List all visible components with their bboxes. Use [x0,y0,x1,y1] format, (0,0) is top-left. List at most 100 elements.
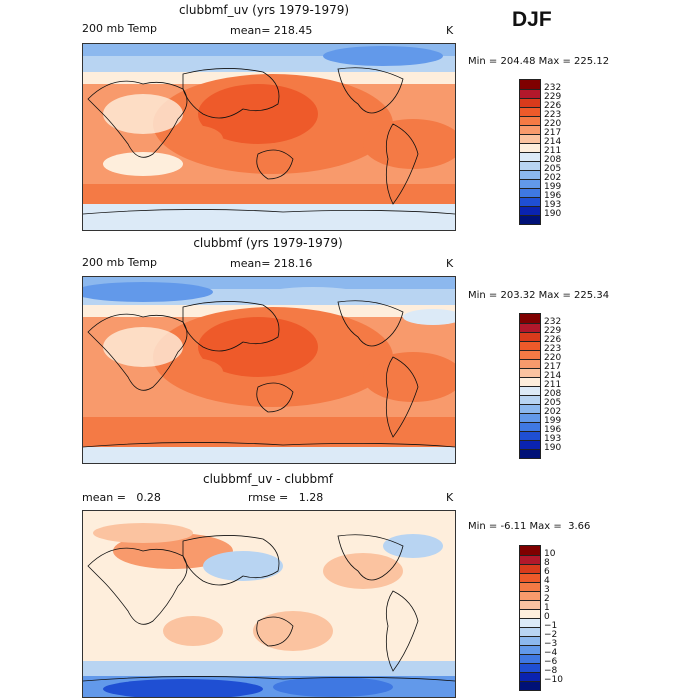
panel-1-title: clubbmf_uv (yrs 1979-1979) [178,3,350,17]
colorbar-swatch [520,555,540,564]
colorbar-label: 220 [544,353,562,363]
colorbar-label: 223 [544,344,562,354]
colorbar-label: 199 [544,416,562,426]
colorbar-swatch [520,116,540,125]
colorbar-swatch [520,188,540,197]
panel-1-right-label: K [446,24,454,37]
colorbar-swatch [520,143,540,152]
colorbar-swatch [520,377,540,386]
colorbar-label: 211 [544,380,562,390]
panel-2-map [82,276,456,464]
colorbar-swatch [520,564,540,573]
colorbar-swatch [520,170,540,179]
colorbar-label: 211 [544,146,562,156]
colorbar-label: −6 [544,657,558,667]
colorbar-swatch [520,359,540,368]
season-label: DJF [512,8,552,31]
colorbar-label: 214 [544,371,562,381]
colorbar-swatch [520,404,540,413]
colorbar-swatch [520,413,540,422]
panel-2-title: clubbmf (yrs 1979-1979) [193,236,343,250]
colorbar-swatch [520,618,540,627]
colorbar-swatch [520,681,540,690]
colorbar-label: −10 [544,675,563,685]
colorbar-label: 193 [544,434,562,444]
colorbar-label: 232 [544,83,562,93]
colorbar-swatch [520,134,540,143]
colorbar-label: 208 [544,389,562,399]
colorbar-swatch [520,350,540,359]
colorbar-swatch [520,663,540,672]
colorbar-label: 196 [544,425,562,435]
colorbar-swatch [520,645,540,654]
colorbar-label: 226 [544,335,562,345]
panel-2-right-label: K [446,257,454,270]
colorbar-label: 2 [544,594,550,604]
colorbar-swatch [520,215,540,224]
colorbar-swatch [520,368,540,377]
colorbar-label: 10 [544,549,556,559]
colorbar-label: 1 [544,603,550,613]
colorbar-swatch [520,440,540,449]
colorbar-swatch [520,672,540,681]
colorbar-label: −8 [544,666,558,676]
colorbar-label: 208 [544,155,562,165]
colorbar-swatch [520,332,540,341]
colorbar-swatch [520,341,540,350]
panel-2-colorbar [519,313,541,459]
colorbar-label: 205 [544,398,562,408]
colorbar-label: 223 [544,110,562,120]
colorbar-label: 229 [544,326,562,336]
colorbar-label: −2 [544,630,558,640]
panel-3-title: clubbmf_uv - clubbmf [202,472,334,486]
colorbar-swatch [520,609,540,618]
colorbar-label: −4 [544,648,558,658]
panel-2-center-label: mean= 218.16 [230,257,313,270]
colorbar-swatch [520,449,540,458]
panel-3-map [82,510,456,698]
colorbar-label: −3 [544,639,558,649]
panel-3-left-label: mean = 0.28 [82,491,161,504]
colorbar-swatch [520,161,540,170]
colorbar-swatch [520,125,540,134]
colorbar-swatch [520,314,540,323]
colorbar-label: 190 [544,209,562,219]
panel-3-center-label: rmse = 1.28 [248,491,324,504]
colorbar-label: 193 [544,200,562,210]
colorbar-swatch [520,422,540,431]
colorbar-swatch [520,600,540,609]
colorbar-swatch [520,573,540,582]
colorbar-swatch [520,206,540,215]
panel-1-colorbar [519,79,541,225]
colorbar-label: 8 [544,558,550,568]
colorbar-swatch [520,386,540,395]
colorbar-label: 0 [544,612,550,622]
colorbar-swatch [520,636,540,645]
colorbar-swatch [520,591,540,600]
colorbar-label: 226 [544,101,562,111]
colorbar-label: −1 [544,621,558,631]
colorbar-swatch [520,80,540,89]
panel-1-left-label: 200 mb Temp [82,22,158,35]
panel-1-min-max: Min = 204.48 Max = 225.12 [468,56,610,67]
colorbar-label: 199 [544,182,562,192]
colorbar-label: 205 [544,164,562,174]
colorbar-swatch [520,98,540,107]
colorbar-swatch [520,395,540,404]
colorbar-swatch [520,179,540,188]
panel-1-center-label: mean= 218.45 [230,24,313,37]
colorbar-swatch [520,627,540,636]
colorbar-label: 6 [544,567,550,577]
colorbar-label: 217 [544,128,562,138]
panel-1-map [82,43,456,231]
colorbar-swatch [520,654,540,663]
panel-3-right-label: K [446,491,454,504]
panel-3-min-max: Min = -6.11 Max = 3.66 [468,521,591,532]
colorbar-swatch [520,152,540,161]
colorbar-label: 214 [544,137,562,147]
colorbar-swatch [520,323,540,332]
colorbar-label: 202 [544,407,562,417]
colorbar-swatch [520,546,540,555]
colorbar-swatch [520,431,540,440]
colorbar-swatch [520,582,540,591]
